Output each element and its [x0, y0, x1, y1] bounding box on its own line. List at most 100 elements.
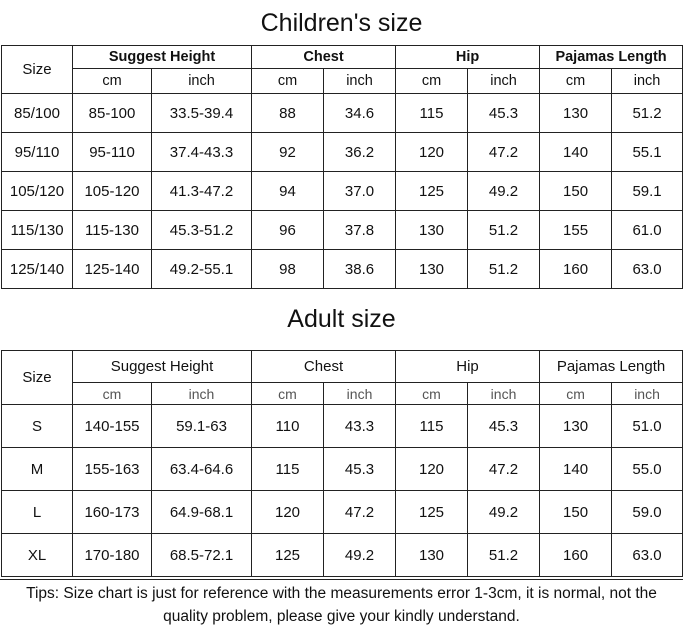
value-cell: 155-163	[72, 447, 152, 491]
group-header: Suggest Height	[72, 45, 252, 69]
table-row: 125/140 125-140 49.2-55.1 98 38.6 130 51.2 160 6…	[1, 249, 683, 289]
value-cell: 130	[395, 210, 469, 250]
value-cell: 41.3-47.2	[151, 171, 252, 211]
unit-header: inch	[322, 68, 397, 94]
table-row: 115/130 115-130 45.3-51.2 96 37.8 130 51.2 155 6…	[1, 210, 683, 250]
value-cell: 140	[539, 447, 613, 491]
value-cell: 115	[395, 404, 469, 448]
value-cell: 34.6	[322, 93, 397, 133]
value-cell: 51.2	[467, 533, 541, 577]
unit-header: cm	[395, 68, 469, 94]
unit-header: inch	[611, 68, 683, 94]
value-cell: 49.2-55.1	[151, 249, 252, 289]
value-cell: 51.2	[467, 210, 541, 250]
value-cell: 63.0	[611, 533, 683, 577]
group-header: Hip	[395, 350, 541, 383]
value-cell: 125	[395, 490, 469, 534]
value-cell: 160	[539, 249, 613, 289]
unit-header: cm	[251, 382, 325, 405]
group-header: Chest	[250, 45, 397, 69]
value-cell: 36.2	[322, 132, 397, 172]
value-cell: 96	[251, 210, 324, 250]
value-cell: 140	[539, 132, 613, 172]
unit-header: inch	[467, 382, 541, 405]
children-size-table: Size Suggest Height Chest Hip Pajamas Le…	[1, 45, 683, 289]
table-row: L 160-173 64.9-68.1 120 47.2 125 49.2 150 59.0	[1, 490, 683, 534]
size-header: Size	[1, 350, 73, 405]
value-cell: 94	[251, 171, 324, 211]
group-header: Hip	[395, 45, 541, 69]
size-cell: 125/140	[1, 249, 73, 289]
table-row: S 140-155 59.1-63 110 43.3 115 45.3 130 51.0	[1, 404, 683, 448]
value-cell: 105-120	[72, 171, 152, 211]
value-cell: 51.0	[611, 404, 683, 448]
value-cell: 130	[539, 404, 613, 448]
value-cell: 88	[251, 93, 324, 133]
size-header: Size	[1, 45, 73, 94]
value-cell: 150	[539, 490, 613, 534]
value-cell: 43.3	[323, 404, 397, 448]
value-cell: 140-155	[72, 404, 152, 448]
unit-header: cm	[72, 68, 152, 94]
value-cell: 130	[539, 93, 613, 133]
value-cell: 38.6	[322, 249, 397, 289]
value-cell: 37.4-43.3	[151, 132, 252, 172]
adult-size-title: Adult size	[287, 305, 396, 333]
value-cell: 125	[251, 533, 325, 577]
value-cell: 55.1	[611, 132, 683, 172]
value-cell: 37.8	[322, 210, 397, 250]
size-cell: 95/110	[1, 132, 73, 172]
unit-header: inch	[611, 382, 683, 405]
value-cell: 160-173	[72, 490, 152, 534]
value-cell: 59.1	[611, 171, 683, 211]
value-cell: 51.2	[467, 249, 541, 289]
children-size-title: Children's size	[260, 9, 423, 37]
value-cell: 49.2	[467, 490, 541, 534]
table-row: 85/100 85-100 33.5-39.4 88 34.6 115 45.3 130 51.…	[1, 93, 683, 133]
unit-header: cm	[539, 68, 613, 94]
value-cell: 115	[251, 447, 325, 491]
value-cell: 130	[395, 249, 469, 289]
size-cell: 85/100	[1, 93, 73, 133]
unit-header: cm	[251, 68, 324, 94]
value-cell: 95-110	[72, 132, 152, 172]
size-cell: M	[1, 447, 73, 491]
value-cell: 47.2	[467, 447, 541, 491]
unit-header: cm	[395, 382, 469, 405]
table-row: M 155-163 63.4-64.6 115 45.3 120 47.2 140 55.0	[1, 447, 683, 491]
value-cell: 150	[539, 171, 613, 211]
value-cell: 63.0	[611, 249, 683, 289]
value-cell: 49.2	[467, 171, 541, 211]
group-header: Chest	[251, 350, 397, 383]
value-cell: 59.1-63	[150, 404, 253, 448]
value-cell: 45.3-51.2	[151, 210, 252, 250]
value-cell: 55.0	[611, 447, 683, 491]
group-header: Pajamas Length	[539, 350, 683, 383]
value-cell: 33.5-39.4	[151, 93, 252, 133]
value-cell: 45.3	[467, 93, 541, 133]
unit-header: inch	[467, 68, 541, 94]
unit-header: cm	[72, 382, 152, 405]
value-cell: 130	[395, 533, 469, 577]
value-cell: 64.9-68.1	[150, 490, 253, 534]
value-cell: 98	[251, 249, 324, 289]
table-row: 105/120 105-120 41.3-47.2 94 37.0 125 49.2 150 5…	[1, 171, 683, 211]
tips-text: : Size chart is just for reference with …	[54, 585, 657, 625]
value-cell: 49.2	[323, 533, 397, 577]
value-cell: 85-100	[72, 93, 152, 133]
value-cell: 92	[251, 132, 324, 172]
value-cell: 120	[395, 132, 469, 172]
value-cell: 170-180	[72, 533, 152, 577]
value-cell: 47.2	[323, 490, 397, 534]
value-cell: 120	[251, 490, 325, 534]
value-cell: 61.0	[611, 210, 683, 250]
value-cell: 37.0	[322, 171, 397, 211]
value-cell: 120	[395, 447, 469, 491]
value-cell: 115	[395, 93, 469, 133]
value-cell: 68.5-72.1	[150, 533, 253, 577]
size-cell: 115/130	[1, 210, 73, 250]
value-cell: 160	[539, 533, 613, 577]
table-row: 95/110 95-110 37.4-43.3 92 36.2 120 47.2 140 55.…	[1, 132, 683, 172]
size-cell: L	[1, 490, 73, 534]
